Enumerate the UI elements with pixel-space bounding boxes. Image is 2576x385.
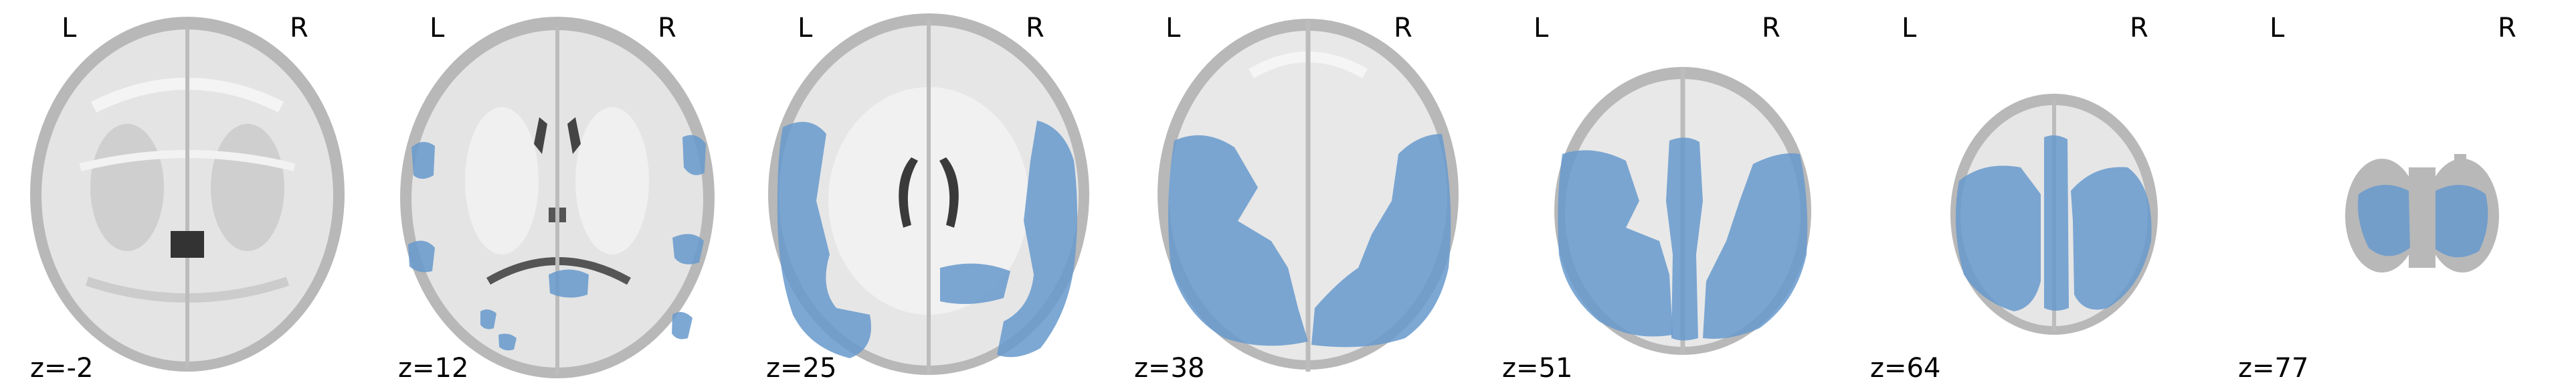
- slice-coordinate-label: z=51: [1502, 353, 1573, 384]
- orientation-right-label: R: [1394, 13, 1412, 44]
- slice-coordinate-label: z=25: [766, 353, 837, 384]
- orientation-right-label: R: [2130, 13, 2148, 44]
- slice-panel-6: [1840, 0, 2208, 385]
- slice-image-5: [1554, 67, 1811, 355]
- slice-image-2: [400, 17, 715, 378]
- orientation-right-label: R: [290, 13, 308, 44]
- slice-panel-4: [1104, 0, 1472, 385]
- slice-image-7: [2345, 154, 2499, 273]
- orientation-left-label: L: [62, 13, 77, 44]
- orientation-right-label: R: [658, 13, 676, 44]
- slice-panel-3: [736, 0, 1104, 385]
- slice-coordinate-label: z=12: [398, 353, 469, 384]
- slice-panel-1: [0, 0, 368, 385]
- slice-image-3: [768, 13, 1089, 375]
- slice-panel-7: [2208, 0, 2576, 385]
- slice-panel-2: [368, 0, 736, 385]
- orientation-right-label: R: [1026, 13, 1044, 44]
- slice-coordinate-label: z=38: [1134, 353, 1205, 384]
- orientation-right-label: R: [2498, 13, 2516, 44]
- orientation-left-label: L: [1902, 13, 1917, 44]
- orientation-left-label: L: [1534, 13, 1549, 44]
- orientation-left-label: L: [430, 13, 445, 44]
- orientation-left-label: L: [798, 13, 813, 44]
- slice-image-6: [1950, 94, 2158, 335]
- slice-image-4: [1158, 19, 1459, 372]
- slice-coordinate-label: z=-2: [30, 353, 94, 384]
- slice-coordinate-label: z=77: [2238, 353, 2309, 384]
- slice-coordinate-label: z=64: [1870, 353, 1941, 384]
- orientation-right-label: R: [1762, 13, 1780, 44]
- slice-image-1: [30, 17, 345, 372]
- orientation-left-label: L: [2270, 13, 2285, 44]
- slice-panel-5: [1472, 0, 1840, 385]
- orientation-left-label: L: [1166, 13, 1181, 44]
